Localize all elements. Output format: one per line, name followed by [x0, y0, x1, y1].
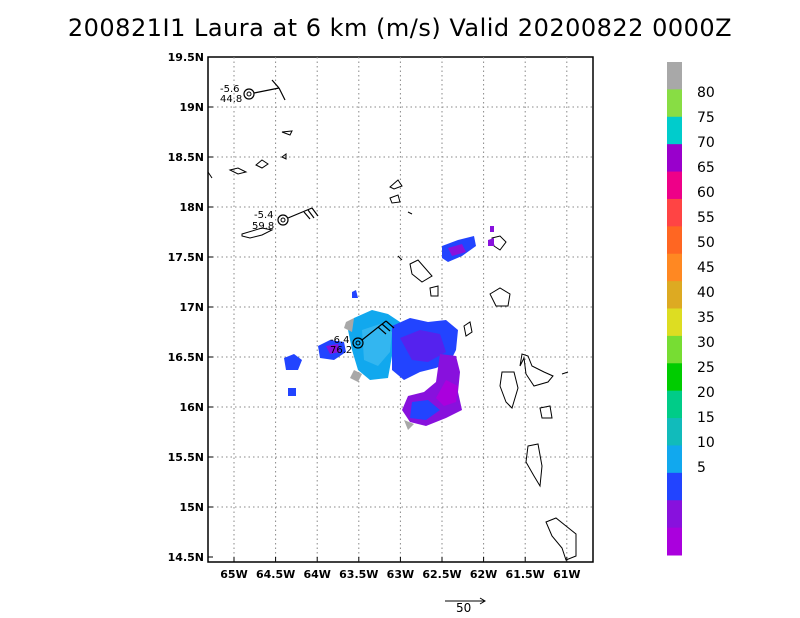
colorbar-label: 15: [697, 410, 715, 426]
colorbar-segment: [667, 116, 682, 145]
colorbar-segment: [667, 198, 682, 227]
x-tick-label: 63W: [387, 568, 414, 581]
y-tick-label: 19N: [179, 101, 204, 114]
colorbar-label: 45: [697, 260, 715, 276]
obs-2-value-bottom: 59.8: [252, 221, 274, 232]
colorbar-label: 70: [697, 135, 715, 151]
x-tick-label: 62W: [470, 568, 497, 581]
colorbar-segment: [667, 445, 682, 474]
colorbar-label: 65: [697, 160, 715, 176]
y-tick-label: 16.5N: [168, 351, 204, 364]
colorbar-segment: [667, 171, 682, 200]
map-grid: [207, 56, 594, 563]
y-tick-label: 16N: [179, 401, 204, 414]
x-tick-label: 61.5W: [506, 568, 545, 581]
colorbar-label: 40: [697, 285, 715, 301]
colorbar-label: 60: [697, 185, 715, 201]
observation-barb-3: -6.4 76.2: [330, 320, 395, 356]
y-tick-label: 15.5N: [168, 451, 204, 464]
colorbar-label: 20: [697, 385, 715, 401]
colorbar-label: 50: [697, 235, 715, 251]
obs-3-value-top: -6.4: [330, 335, 350, 346]
colorbar-segment: [667, 89, 682, 118]
y-tick-label: 14.5N: [168, 551, 204, 564]
colorbar-segment: [667, 527, 682, 556]
x-tick-label: 65W: [220, 568, 247, 581]
x-tick-label: 62.5W: [422, 568, 461, 581]
y-tick-label: 18.5N: [168, 151, 204, 164]
longitude-tick-labels: 65W 64.5W 64W 63.5W 63W 62.5W 62W 61.5W 61W: [220, 568, 580, 581]
colorbar-segment: [667, 144, 682, 173]
y-tick-label: 15N: [179, 501, 204, 514]
observation-barb-1: -5.6 44.8: [220, 79, 286, 105]
colorbar-segment: [667, 418, 682, 446]
colorbar-segment: [667, 390, 682, 419]
x-tick-label: 61W: [553, 568, 580, 581]
scale-arrow: 50: [445, 597, 486, 615]
map-title: 200821I1 Laura at 6 km (m/s) Valid 20200…: [67, 14, 733, 42]
obs-2-value-top: -5.4: [254, 210, 274, 221]
latitude-tick-labels: 19.5N 19N 18.5N 18N 17.5N 17N 16.5N 16N 15.5N 15N…: [168, 51, 204, 564]
observation-barb-2: -5.4 59.8: [252, 207, 319, 232]
colorbar-labels: 80 75 70 65 60 55 50 45 40 35 30 25 20 15 10 5: [697, 85, 715, 476]
colorbar-segment: [667, 500, 682, 529]
colorbar-segment: [667, 308, 682, 337]
x-tick-label: 64.5W: [256, 568, 295, 581]
colorbar: [667, 62, 682, 556]
colorbar-label: 35: [697, 310, 715, 326]
colorbar-segment: [667, 226, 682, 255]
obs-3-value-bottom: 76.2: [330, 345, 352, 356]
colorbar-segment: [667, 253, 682, 282]
colorbar-label: 25: [697, 360, 715, 376]
colorbar-label: 80: [697, 85, 715, 101]
colorbar-label: 55: [697, 210, 715, 226]
colorbar-segment: [667, 472, 682, 501]
obs-1-value-bottom: 44.8: [220, 94, 242, 105]
y-tick-label: 17.5N: [168, 251, 204, 264]
y-tick-label: 17N: [179, 301, 204, 314]
colorbar-label: 10: [697, 435, 715, 451]
colorbar-label: 30: [697, 335, 715, 351]
y-tick-label: 18N: [179, 201, 204, 214]
colorbar-label: 75: [697, 110, 715, 126]
colorbar-segment: [667, 62, 682, 90]
x-tick-label: 63.5W: [339, 568, 378, 581]
y-tick-label: 19.5N: [168, 51, 204, 64]
x-tick-label: 64W: [303, 568, 330, 581]
obs-1-value-top: -5.6: [220, 84, 240, 95]
colorbar-segment: [667, 335, 682, 364]
colorbar-segment: [667, 281, 682, 309]
colorbar-label: 5: [697, 460, 706, 476]
colorbar-segment: [667, 363, 682, 392]
coastlines: [207, 130, 577, 561]
scale-arrow-label: 50: [456, 601, 471, 615]
wind-field: [284, 226, 494, 430]
